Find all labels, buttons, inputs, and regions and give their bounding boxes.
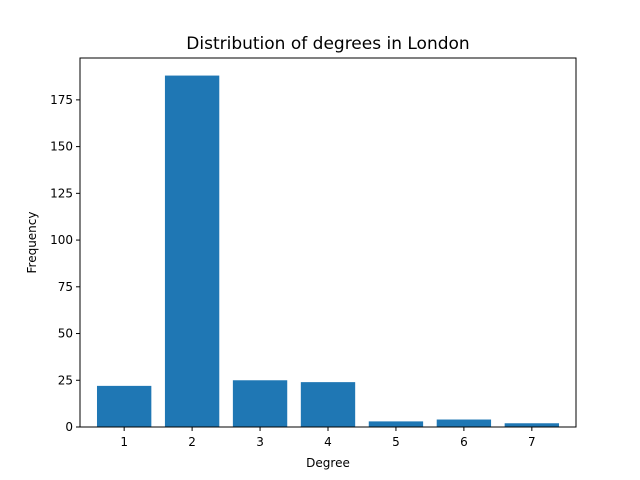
- bar-degree-3: [232, 380, 288, 427]
- bar-degree-5: [368, 421, 424, 427]
- x-tick-label-2: 2: [188, 435, 196, 449]
- bars-group: [96, 75, 560, 428]
- x-tick-label-7: 7: [528, 435, 536, 449]
- y-axis-label: Frequency: [25, 212, 39, 274]
- bar-degree-4: [300, 382, 356, 427]
- x-tick-label-1: 1: [120, 435, 128, 449]
- y-tick-label-25: 25: [58, 373, 73, 387]
- y-tick-label-125: 125: [50, 186, 73, 200]
- x-tick-label-3: 3: [256, 435, 264, 449]
- x-ticks: 1 2 3 4 5 6 7: [120, 427, 536, 449]
- chart-title: Distribution of degrees in London: [186, 34, 469, 54]
- y-tick-label-100: 100: [50, 233, 73, 247]
- x-tick-label-5: 5: [392, 435, 400, 449]
- bar-degree-1: [96, 385, 152, 427]
- x-axis-label: Degree: [306, 456, 350, 470]
- y-tick-label-50: 50: [58, 327, 73, 341]
- bar-degree-7: [504, 423, 560, 427]
- plot-frame: [79, 57, 577, 428]
- x-tick-label-6: 6: [460, 435, 468, 449]
- y-tick-label-175: 175: [50, 93, 73, 107]
- y-tick-label-0: 0: [65, 420, 73, 434]
- y-tick-label-75: 75: [58, 280, 73, 294]
- y-tick-label-150: 150: [50, 140, 73, 154]
- y-ticks: 0 25 50 75 100 125 150 175: [50, 93, 80, 434]
- bar-degree-2: [164, 75, 220, 428]
- x-tick-label-4: 4: [324, 435, 332, 449]
- bar-degree-6: [436, 419, 492, 427]
